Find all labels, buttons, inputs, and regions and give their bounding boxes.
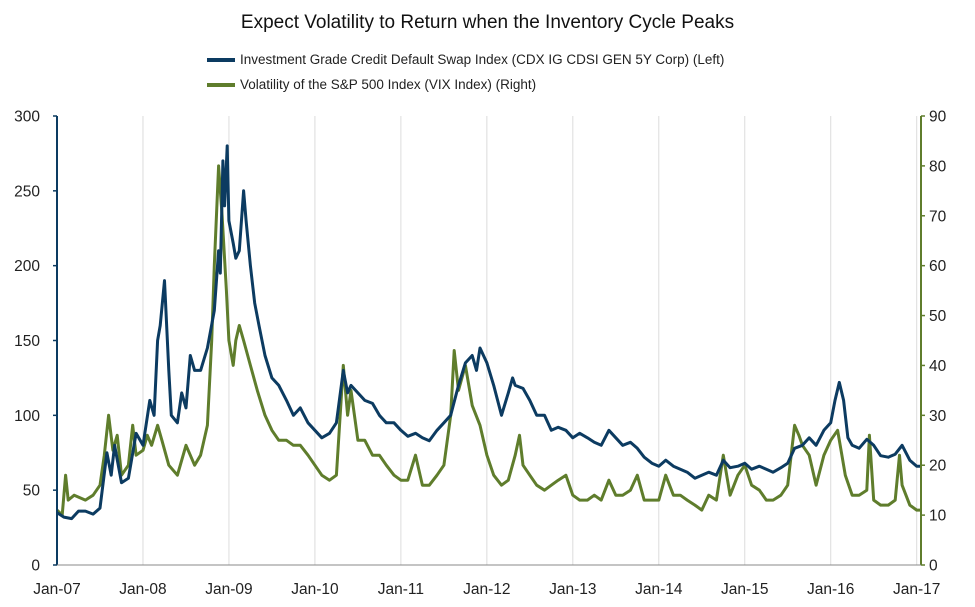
x-tick-label-Jan-12: Jan-12 (463, 581, 510, 598)
axes (53, 115, 925, 566)
left-tick-label-300: 300 (14, 109, 40, 126)
right-tick-label-10: 10 (929, 508, 947, 525)
legend-swatch-vix (207, 82, 235, 87)
right-tick-label-70: 70 (929, 208, 947, 225)
legend-label-cdx: Investment Grade Credit Default Swap Ind… (240, 52, 725, 67)
right-tick-label-80: 80 (929, 158, 947, 175)
right-tick-label-30: 30 (929, 408, 947, 425)
right-tick-label-60: 60 (929, 258, 947, 275)
right-tick-label-20: 20 (929, 458, 947, 475)
right-tick-label-50: 50 (929, 308, 947, 325)
x-tick-label-Jan-15: Jan-15 (721, 581, 768, 598)
tick-labels: Jan-07 Jan-08 Jan-09 Jan-10 Jan-11 Jan-12 Jan-… (14, 109, 946, 599)
series-line-vix (55, 164, 921, 517)
x-tick-label-Jan-08: Jan-08 (119, 581, 166, 598)
chart-title: Expect Volatility to Return when the Inv… (240, 12, 735, 33)
legend-label-vix: Volatility of the S&P 500 Index (VIX Ind… (240, 77, 537, 92)
x-tick-label-Jan-07: Jan-07 (33, 581, 80, 598)
right-tick-label-40: 40 (929, 358, 947, 375)
x-tick-label-Jan-09: Jan-09 (205, 581, 252, 598)
series-layer (55, 144, 921, 521)
left-tick-label-0: 0 (31, 558, 40, 575)
series-line-cdx (56, 144, 921, 521)
x-tick-label-Jan-13: Jan-13 (549, 581, 596, 598)
right-tick-label-0: 0 (929, 558, 938, 575)
left-tick-label-150: 150 (14, 333, 40, 350)
legend-swatch-cdx (207, 57, 235, 62)
grid-lines (142, 116, 918, 565)
x-tick-label-Jan-17: Jan-17 (893, 581, 940, 598)
x-tick-label-Jan-16: Jan-16 (807, 581, 854, 598)
left-tick-label-50: 50 (23, 483, 41, 500)
x-tick-label-Jan-14: Jan-14 (635, 581, 683, 598)
left-tick-label-100: 100 (14, 408, 40, 425)
legend-item-vix: Volatility of the S&P 500 Index (VIX Ind… (207, 77, 536, 92)
legend-item-cdx: Investment Grade Credit Default Swap Ind… (207, 52, 724, 67)
x-tick-label-Jan-11: Jan-11 (378, 581, 424, 598)
right-tick-label-90: 90 (929, 109, 947, 126)
x-tick-label-Jan-10: Jan-10 (291, 581, 339, 598)
left-tick-label-250: 250 (14, 183, 40, 200)
left-tick-label-200: 200 (14, 258, 40, 275)
